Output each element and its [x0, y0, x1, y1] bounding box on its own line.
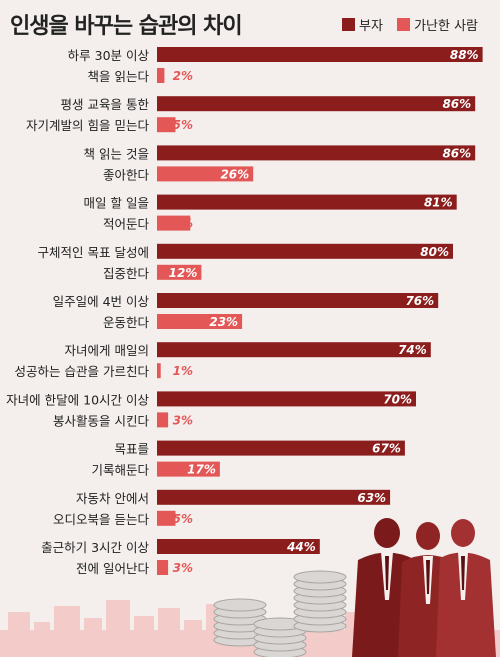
- legend-item-rich: 부자: [342, 15, 383, 34]
- value-label-poor: 9%: [173, 217, 193, 231]
- coin-stacks-icon: [213, 570, 347, 657]
- bar-poor: [157, 215, 191, 231]
- bar-poor: [157, 363, 161, 379]
- category-group: 자동차 안에서 오디오북을 듣는다 63% 5%: [53, 489, 391, 527]
- bar-poor: [157, 264, 202, 280]
- bar-poor: [157, 117, 176, 133]
- bar-poor: [157, 461, 220, 477]
- bar-rich: [157, 489, 391, 505]
- legend: 부자 가난한 사람: [342, 15, 488, 35]
- value-label-rich: 81%: [424, 196, 453, 210]
- value-label-rich: 70%: [383, 392, 412, 406]
- category-group: 평생 교육을 통한 자기계발의 힘을 믿는다 86% 5%: [26, 96, 476, 133]
- bar-rich: [157, 342, 431, 358]
- value-label-poor: 1%: [173, 364, 193, 378]
- value-label-rich: 88%: [450, 48, 479, 62]
- bar-rich: [157, 96, 476, 112]
- category-label: 책 읽는 것을 좋아한다: [84, 146, 150, 182]
- legend-label-poor: 가난한 사람: [414, 19, 478, 34]
- legend-label-rich: 부자: [359, 19, 383, 34]
- value-label-rich: 86%: [442, 146, 471, 160]
- bar-poor: [157, 510, 176, 526]
- value-label-poor: 23%: [209, 315, 238, 329]
- value-label-poor: 5%: [173, 512, 193, 526]
- value-label-rich: 44%: [286, 540, 316, 554]
- category-label: 목표를 기록해둔다: [91, 442, 149, 478]
- bar-poor: [157, 68, 165, 83]
- value-label-rich: 80%: [420, 245, 449, 259]
- category-label: 출근하기 3시간 이상 전에 일어난다: [41, 540, 149, 576]
- legend-item-poor: 가난한 사람: [397, 15, 478, 34]
- category-label: 평생 교육을 통한 자기계발의 힘을 믿는다: [26, 97, 149, 133]
- value-label-rich: 74%: [398, 343, 427, 357]
- category-group: 구체적인 목표 달성에 집중한다 80% 12%: [38, 243, 453, 281]
- category-label: 자녀에 한달에 10시간 이상 봉사활동을 시킨다: [6, 392, 149, 428]
- bar-rich: [157, 440, 405, 456]
- chart-title: 인생을 바꾸는 습관의 차이: [10, 14, 243, 39]
- value-label-rich: 67%: [372, 442, 401, 456]
- bar-rich: [157, 539, 320, 554]
- value-label-poor: 3%: [173, 413, 193, 427]
- businessmen-silhouette-icon: [352, 518, 496, 657]
- value-label-poor: 12%: [169, 266, 198, 280]
- legend-swatch-poor: [397, 18, 411, 31]
- category-group: 하루 30분 이상 책을 읽는다 88% 2%: [68, 47, 483, 84]
- value-label-poor: 17%: [187, 463, 216, 477]
- value-label-rich: 86%: [442, 97, 471, 111]
- category-label: 일주일에 4번 이상 운동한다: [53, 294, 150, 330]
- category-label: 자녀에게 매일의 성공하는 습관을 가르친다: [15, 343, 150, 379]
- value-label-rich: 76%: [405, 294, 434, 308]
- category-group: 매일 할 일을 적어둔다 81% 9%: [84, 194, 457, 232]
- bar-rich: [157, 194, 457, 210]
- category-group: 책 읽는 것을 좋아한다 86% 26%: [84, 145, 476, 182]
- category-label: 하루 30분 이상 책을 읽는다: [68, 48, 150, 84]
- category-group: 자녀에게 매일의 성공하는 습관을 가르친다 74% 1%: [15, 342, 431, 379]
- bar-poor: [157, 166, 254, 182]
- bar-rich: [157, 47, 483, 62]
- value-label-poor: 3%: [173, 561, 193, 575]
- bar-poor: [157, 412, 169, 428]
- category-group: 출근하기 3시간 이상 전에 일어난다 44% 3%: [41, 539, 320, 576]
- value-label-poor: 5%: [173, 118, 193, 132]
- bar-poor: [157, 560, 169, 575]
- category-label: 매일 할 일을 적어둔다: [84, 196, 150, 232]
- bar-rich: [157, 243, 453, 259]
- value-label-poor: 2%: [173, 69, 193, 83]
- value-label-poor: 26%: [220, 167, 249, 181]
- category-group: 일주일에 4번 이상 운동한다 76% 23%: [53, 293, 439, 330]
- bar-poor: [157, 314, 243, 329]
- legend-swatch-rich: [342, 18, 355, 31]
- value-label-rich: 63%: [357, 491, 386, 505]
- category-group: 목표를 기록해둔다 67% 17%: [91, 440, 405, 478]
- category-label: 구체적인 목표 달성에 집중한다: [38, 245, 150, 281]
- bar-rich: [157, 391, 416, 407]
- bar-rich: [157, 145, 476, 161]
- category-group: 자녀에 한달에 10시간 이상 봉사활동을 시킨다 70% 3%: [6, 391, 416, 428]
- category-label: 자동차 안에서 오디오북을 듣는다: [53, 491, 149, 527]
- bar-rich: [157, 293, 439, 308]
